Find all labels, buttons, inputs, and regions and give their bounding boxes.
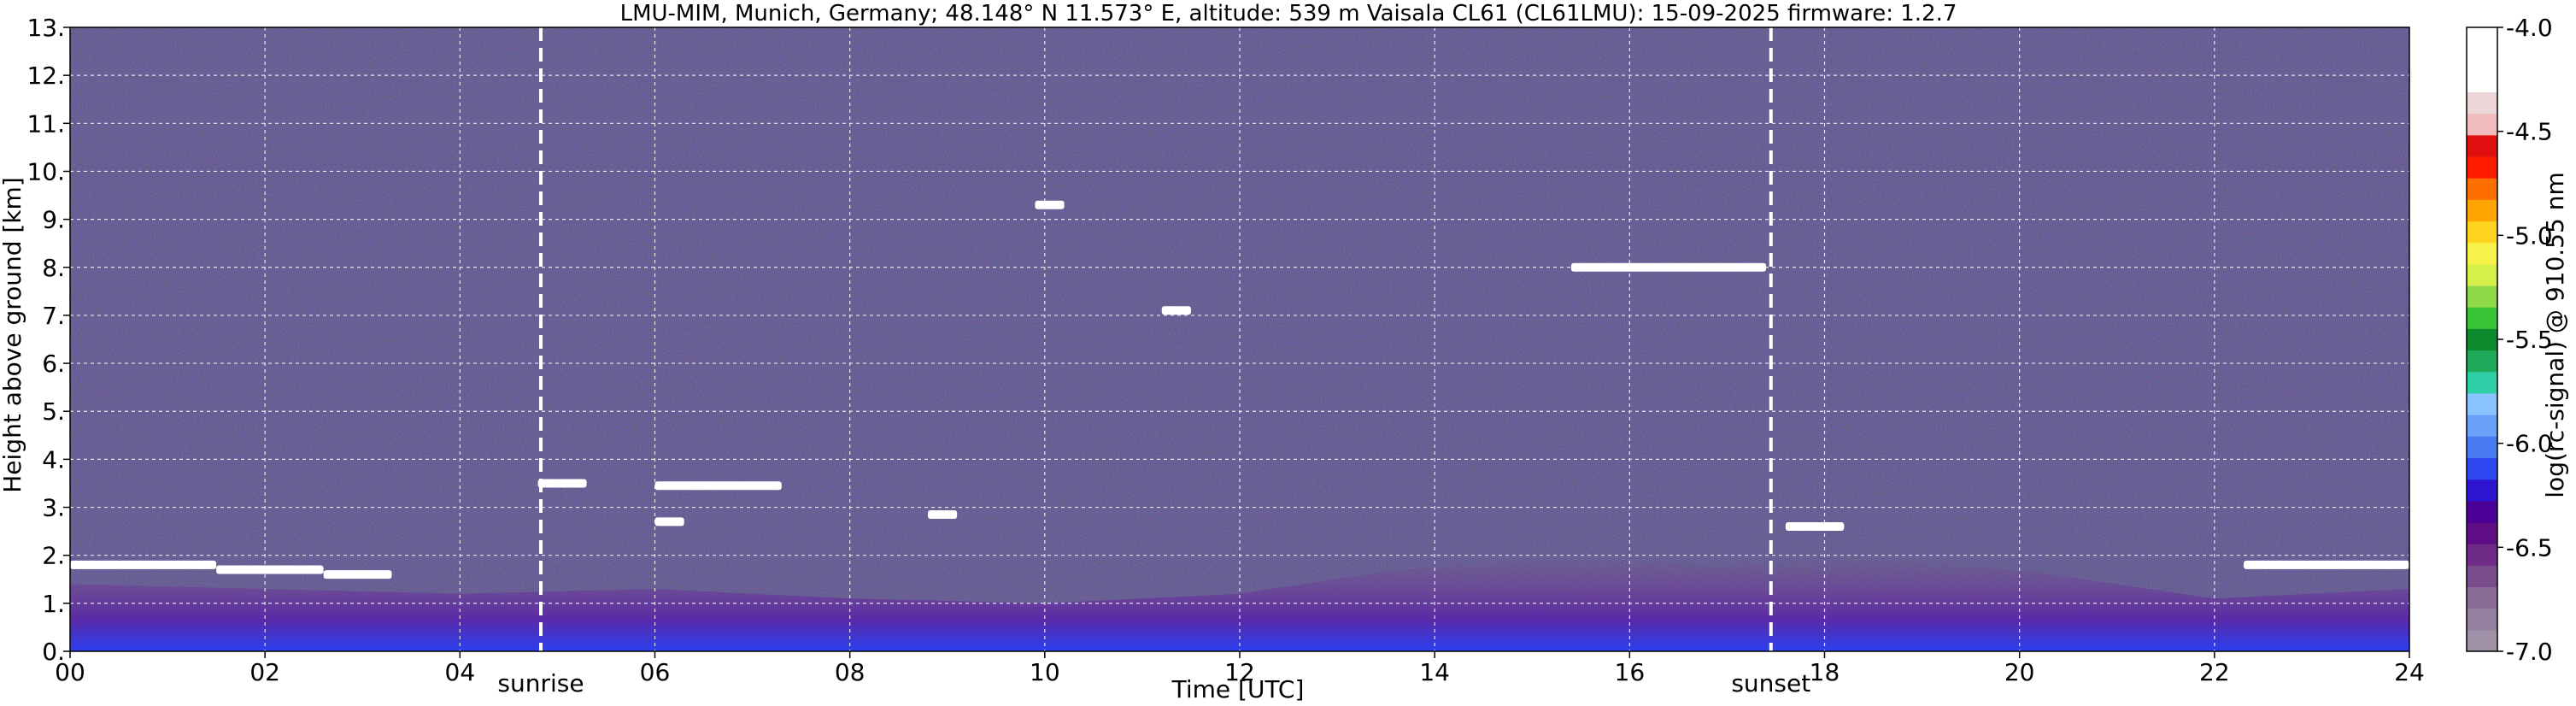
y-tick-label: 3. — [42, 494, 65, 522]
colorbar-tick-label: -6.5 — [2506, 533, 2553, 562]
x-tick-label: 18 — [1810, 658, 1840, 686]
colorbar-segment — [2467, 263, 2497, 286]
y-tick-label: 5. — [42, 397, 65, 426]
cloud-layers — [70, 200, 2409, 580]
y-tick-label: 6. — [42, 350, 65, 378]
colorbar-tick-label: -6.0 — [2506, 430, 2553, 458]
colorbar-tick-label: -7.0 — [2506, 638, 2553, 666]
colorbar-segment — [2467, 608, 2497, 631]
colorbar-segment — [2467, 457, 2497, 480]
colorbar-segment — [2467, 70, 2497, 93]
colorbar-segment — [2467, 565, 2497, 587]
y-tick-label: 12. — [26, 62, 65, 90]
colorbar-segment — [2467, 371, 2497, 394]
y-tick-label: 13. — [26, 14, 65, 42]
cloud-layer — [2244, 560, 2409, 569]
sun-marker-label: sunrise — [497, 669, 584, 697]
cloud-layer — [323, 570, 392, 580]
y-axis-label: Height above ground [km] — [0, 177, 26, 493]
colorbar-tick-label: -4.0 — [2506, 14, 2553, 42]
x-tick-label: 20 — [2004, 658, 2035, 686]
cloud-layer — [1785, 522, 1845, 531]
x-tick-label: 08 — [835, 658, 866, 686]
y-tick-label: 9. — [42, 206, 65, 234]
cloud-layer — [216, 565, 324, 574]
colorbar-segment — [2467, 156, 2497, 179]
sun-markers — [539, 27, 1773, 651]
colorbar-label: log(rc-signal) @ 910.55 nm — [2541, 172, 2569, 497]
colorbar-segment — [2467, 479, 2497, 502]
y-tick-label: 0. — [42, 638, 65, 666]
colorbar-segment — [2467, 49, 2497, 71]
x-tick-label: 04 — [445, 658, 476, 686]
x-tick-label: 10 — [1030, 658, 1060, 686]
sun-marker-label: sunset — [1731, 669, 1810, 697]
cloud-layer — [537, 479, 587, 488]
cloud-layer — [1161, 306, 1191, 315]
colorbar-segment — [2467, 500, 2497, 523]
colorbar-segment — [2467, 544, 2497, 566]
colorbar-segment — [2467, 629, 2497, 652]
cloud-layer — [1570, 262, 1767, 272]
x-tick-label: 06 — [640, 658, 671, 686]
y-tick-label: 7. — [42, 302, 65, 330]
colorbar-segment — [2467, 586, 2497, 609]
signal-noise — [70, 27, 2409, 651]
colorbar-segment — [2467, 285, 2497, 308]
colorbar-segment — [2467, 221, 2497, 244]
y-tick-label: 10. — [26, 157, 65, 185]
x-tick-label: 14 — [1419, 658, 1450, 686]
y-tick-label: 11. — [26, 109, 65, 138]
colorbar-segment — [2467, 134, 2497, 157]
cloud-layer — [654, 481, 782, 491]
x-tick-label: 16 — [1615, 658, 1646, 686]
x-axis: 00 02 04 06 08 10 12 14 16 18 20 22 24 — [55, 651, 2425, 686]
x-tick-label: 24 — [2394, 658, 2425, 686]
colorbar-segment — [2467, 199, 2497, 222]
y-tick-label: 4. — [42, 445, 65, 474]
colorbar-segment — [2467, 113, 2497, 136]
x-tick-label: 00 — [55, 658, 85, 686]
y-tick-label: 1. — [42, 590, 65, 618]
y-axis: 0. 1. 2. 3. 4. 5. 6. 7. 8. 9. 10. 11. 12. 13. — [26, 14, 70, 666]
colorbar-segment — [2467, 91, 2497, 115]
colorbar-segment — [2467, 392, 2497, 415]
grid-lines — [70, 27, 2409, 651]
colorbar-segment — [2467, 328, 2497, 351]
colorbar-segment — [2467, 27, 2497, 50]
y-tick-label: 2. — [42, 542, 65, 570]
colorbar-tick-label: -5.5 — [2506, 326, 2553, 354]
colorbar-tick-label: -4.5 — [2506, 118, 2553, 146]
colorbar-segment — [2467, 242, 2497, 265]
cloud-layer — [1035, 200, 1065, 209]
sun-labels: sunrise sunset — [497, 669, 1810, 697]
cloud-layer — [70, 560, 217, 569]
colorbar-segment — [2467, 436, 2497, 458]
colorbar-tick-label: -5.0 — [2506, 221, 2553, 250]
plot-area — [69, 26, 2410, 652]
colorbar-segment — [2467, 350, 2497, 373]
cloud-layer — [927, 509, 958, 519]
x-tick-label: 02 — [249, 658, 280, 686]
chart-title: LMU-MIM, Munich, Germany; 48.148° N 11.5… — [620, 1, 1957, 26]
x-tick-label: 22 — [2199, 658, 2230, 686]
x-axis-label: Time [UTC] — [1171, 675, 1305, 703]
x-tick-label: 12 — [1224, 658, 1255, 686]
cloud-layer — [654, 517, 684, 527]
colorbar: -4.0 -4.5 -5.0 -5.5 -6.0 -6.5 -7.0 — [2466, 14, 2553, 666]
colorbar-segment — [2467, 415, 2497, 437]
colorbar-segment — [2467, 521, 2497, 544]
colorbar-segment — [2467, 178, 2497, 200]
y-tick-label: 8. — [42, 254, 65, 282]
colorbar-segment — [2467, 307, 2497, 329]
